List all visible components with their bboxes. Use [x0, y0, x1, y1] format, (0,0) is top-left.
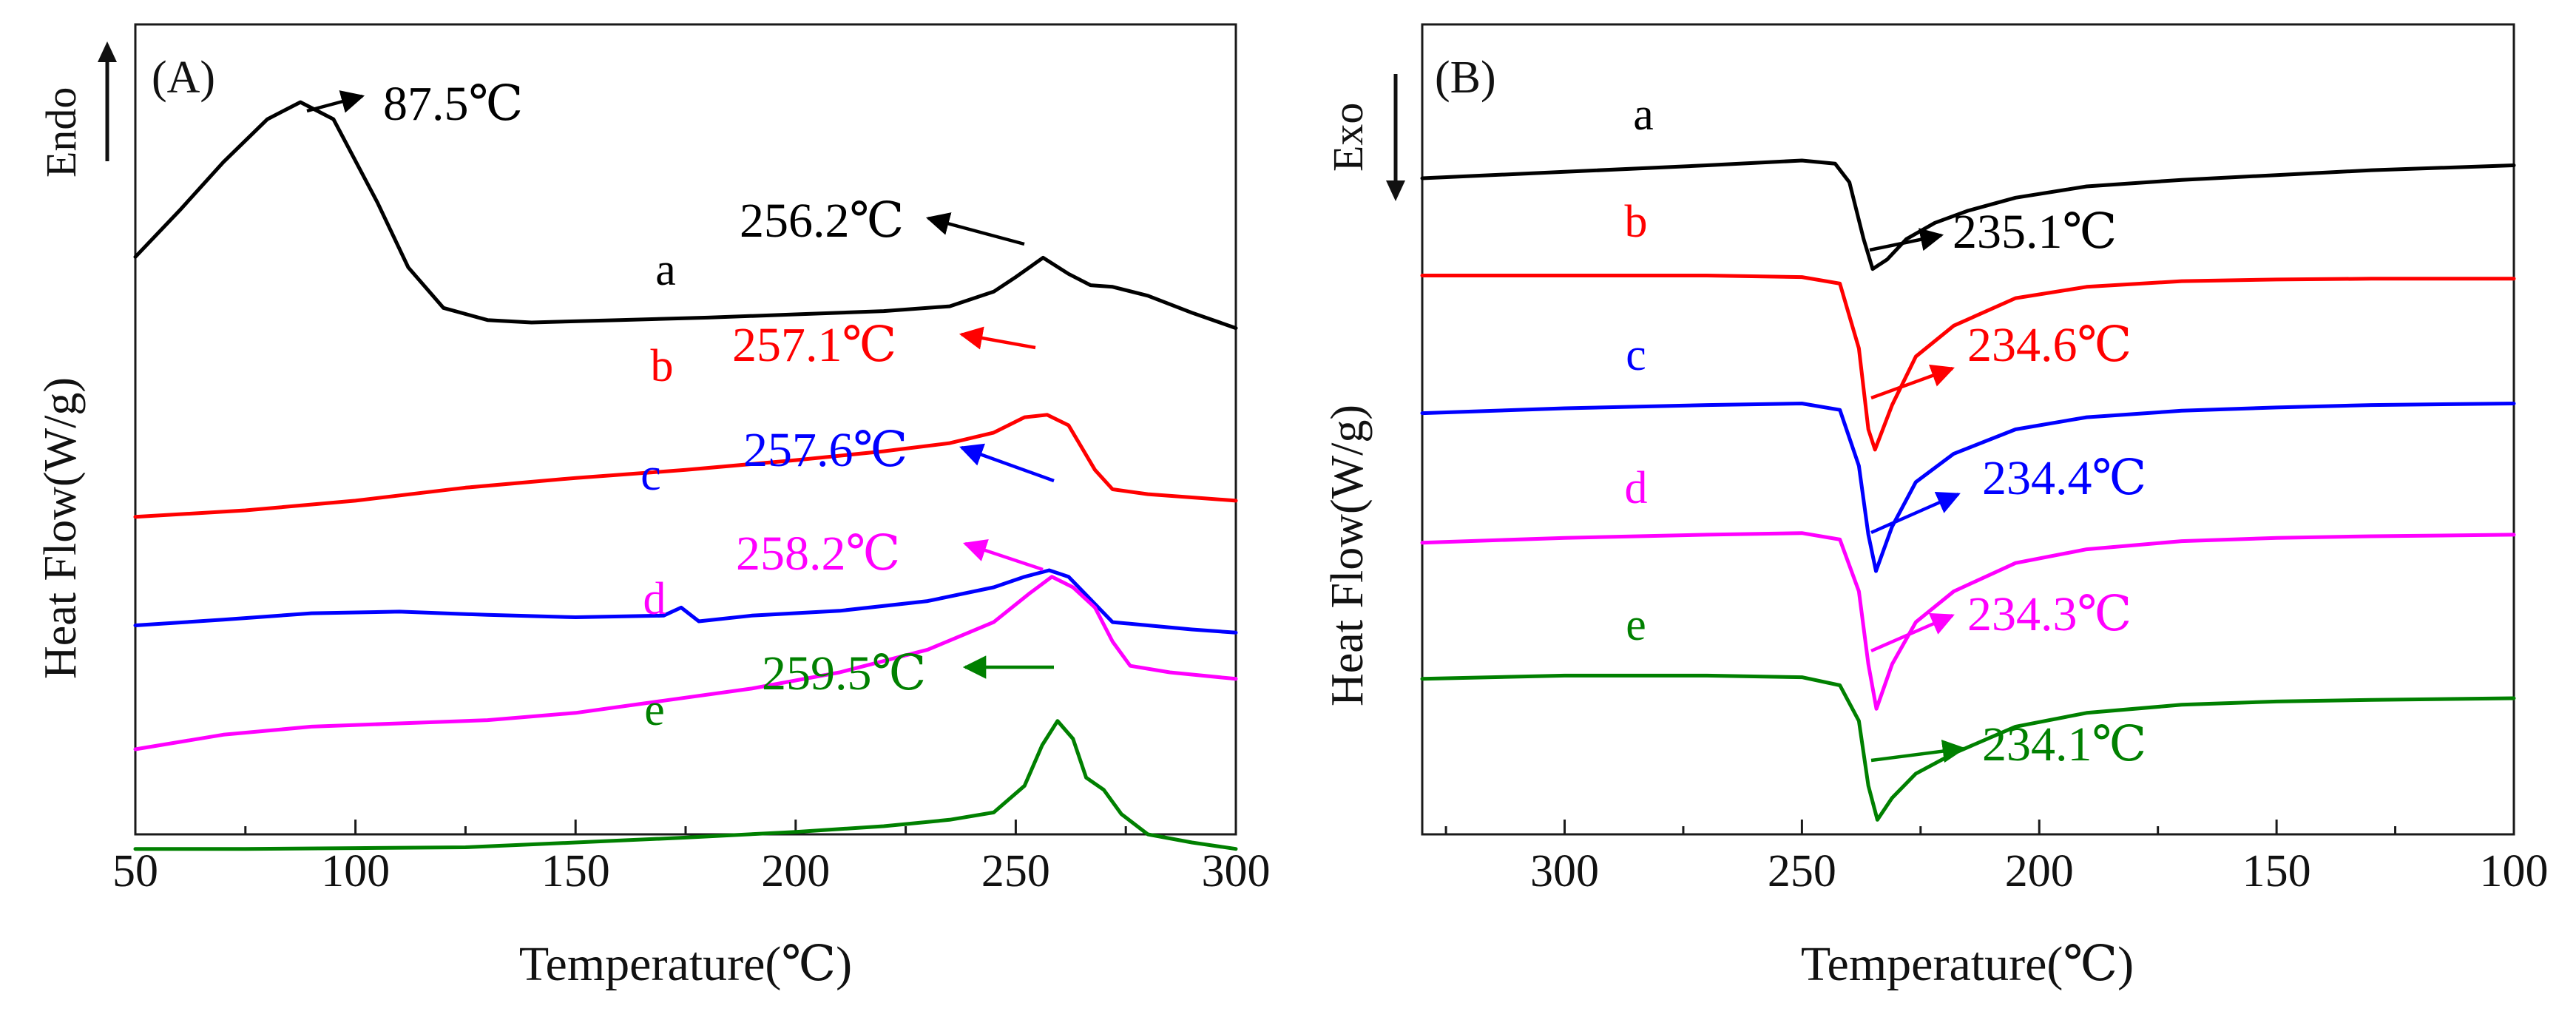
series-line-a [133, 100, 1238, 331]
panel-b: 300 250 200 150 100 235.1℃ 234.6℃ 234.4℃ 234.3℃… [1322, 23, 2549, 991]
series-label-c: c [1626, 330, 1646, 380]
series-line-e [1420, 673, 2516, 822]
annotation-arrow-icon [1870, 739, 1967, 763]
endo-indicator: Endo [37, 41, 117, 178]
panel-a-x-ticks: 50 100 150 200 250 300 [112, 820, 1271, 896]
endo-label: Endo [37, 87, 85, 178]
panel-b-x-ticks: 300 250 200 150 100 [1444, 820, 2549, 896]
peak-annotation: 234.6℃ [1967, 318, 2132, 372]
series-line-b [1420, 274, 2516, 452]
annotation-arrow-icon [306, 90, 365, 113]
peak-annotation: 256.2℃ [740, 194, 904, 248]
endo-arrowhead-icon [98, 41, 117, 62]
series-label-d: d [1625, 463, 1648, 513]
panel-b-annotations: 235.1℃ 234.6℃ 234.4℃ 234.3℃ 234.1℃ [1869, 205, 2146, 771]
x-tick-label: 250 [1768, 846, 1836, 896]
series-line-e [133, 719, 1238, 851]
x-tick-label: 150 [541, 846, 610, 896]
series-label-a: a [655, 245, 676, 295]
series-label-c: c [640, 450, 661, 500]
peak-annotation: 259.5℃ [762, 646, 926, 700]
x-tick-label: 100 [2480, 846, 2549, 896]
x-tick-label: 150 [2242, 846, 2311, 896]
x-tick-label: 200 [761, 846, 830, 896]
peak-annotation: 234.3℃ [1967, 587, 2132, 641]
series-line-d [133, 575, 1238, 752]
panel-a-series-labels: ab c d e [640, 245, 676, 735]
annotation-arrow-icon [1870, 364, 1955, 400]
exo-label: Exo [1324, 103, 1372, 172]
panel-a-curves [133, 100, 1238, 851]
panel-a: 50 100 150 200 250 300 87.5℃ 256.2℃ 257.1℃ 257.6… [36, 23, 1271, 991]
annotation-arrow-icon [959, 326, 1036, 350]
series-line-c [1420, 402, 2516, 573]
panel-b-plot-frame [1421, 23, 2515, 836]
panel-a-x-axis-label: Temperature(℃) [519, 937, 852, 991]
series-line-c [133, 568, 1238, 635]
peak-annotation: 257.6℃ [743, 423, 907, 477]
annotation-arrow-icon [1869, 228, 1944, 252]
series-label-d: d [643, 574, 666, 624]
peak-annotation: 258.2℃ [736, 527, 900, 581]
peak-annotation: 234.4℃ [1982, 451, 2146, 505]
annotation-arrow-icon [963, 539, 1044, 572]
annotation-arrow-icon [959, 443, 1055, 483]
series-label-e: e [1626, 600, 1646, 650]
panel-b-y-axis-label: Heat Flow(W/g) [1322, 405, 1373, 706]
annotation-arrow-icon [925, 212, 1025, 246]
exo-indicator: Exo [1324, 74, 1405, 201]
x-tick-label: 300 [1530, 846, 1599, 896]
series-label-a: a [1633, 89, 1654, 140]
series-line-d [1420, 531, 2516, 711]
series-line-b [133, 413, 1238, 519]
panel-a-annotations: 87.5℃ 256.2℃ 257.1℃ 257.6℃ 258.2℃ 259.5℃ [306, 77, 1055, 700]
panel-b-curves [1420, 158, 2516, 822]
panel-a-y-axis-label: Heat Flow(W/g) [36, 377, 86, 679]
series-line-a [1420, 158, 2516, 271]
exo-arrowhead-icon [1386, 180, 1405, 201]
panel-b-series-labels: a b c d e [1625, 89, 1654, 650]
x-tick-label: 250 [981, 846, 1050, 896]
peak-annotation: 257.1℃ [732, 318, 896, 372]
annotation-arrow-icon [1870, 492, 1961, 535]
x-tick-label: 300 [1202, 846, 1271, 896]
panel-b-x-axis-label: Temperature(℃) [1801, 937, 2134, 991]
x-tick-label: 50 [112, 846, 158, 896]
peak-annotation: 234.1℃ [1982, 717, 2146, 771]
peak-annotation: 87.5℃ [383, 77, 523, 131]
panel-b-label: (B) [1435, 53, 1496, 103]
series-label-b: b [651, 341, 674, 391]
series-label-e: e [644, 685, 665, 735]
panel-a-label: (A) [152, 53, 215, 103]
x-tick-label: 100 [321, 846, 390, 896]
series-label-b: b [1625, 197, 1648, 247]
x-tick-label: 200 [2005, 846, 2074, 896]
peak-annotation: 235.1℃ [1953, 205, 2117, 259]
annotation-arrow-icon [1870, 612, 1955, 653]
